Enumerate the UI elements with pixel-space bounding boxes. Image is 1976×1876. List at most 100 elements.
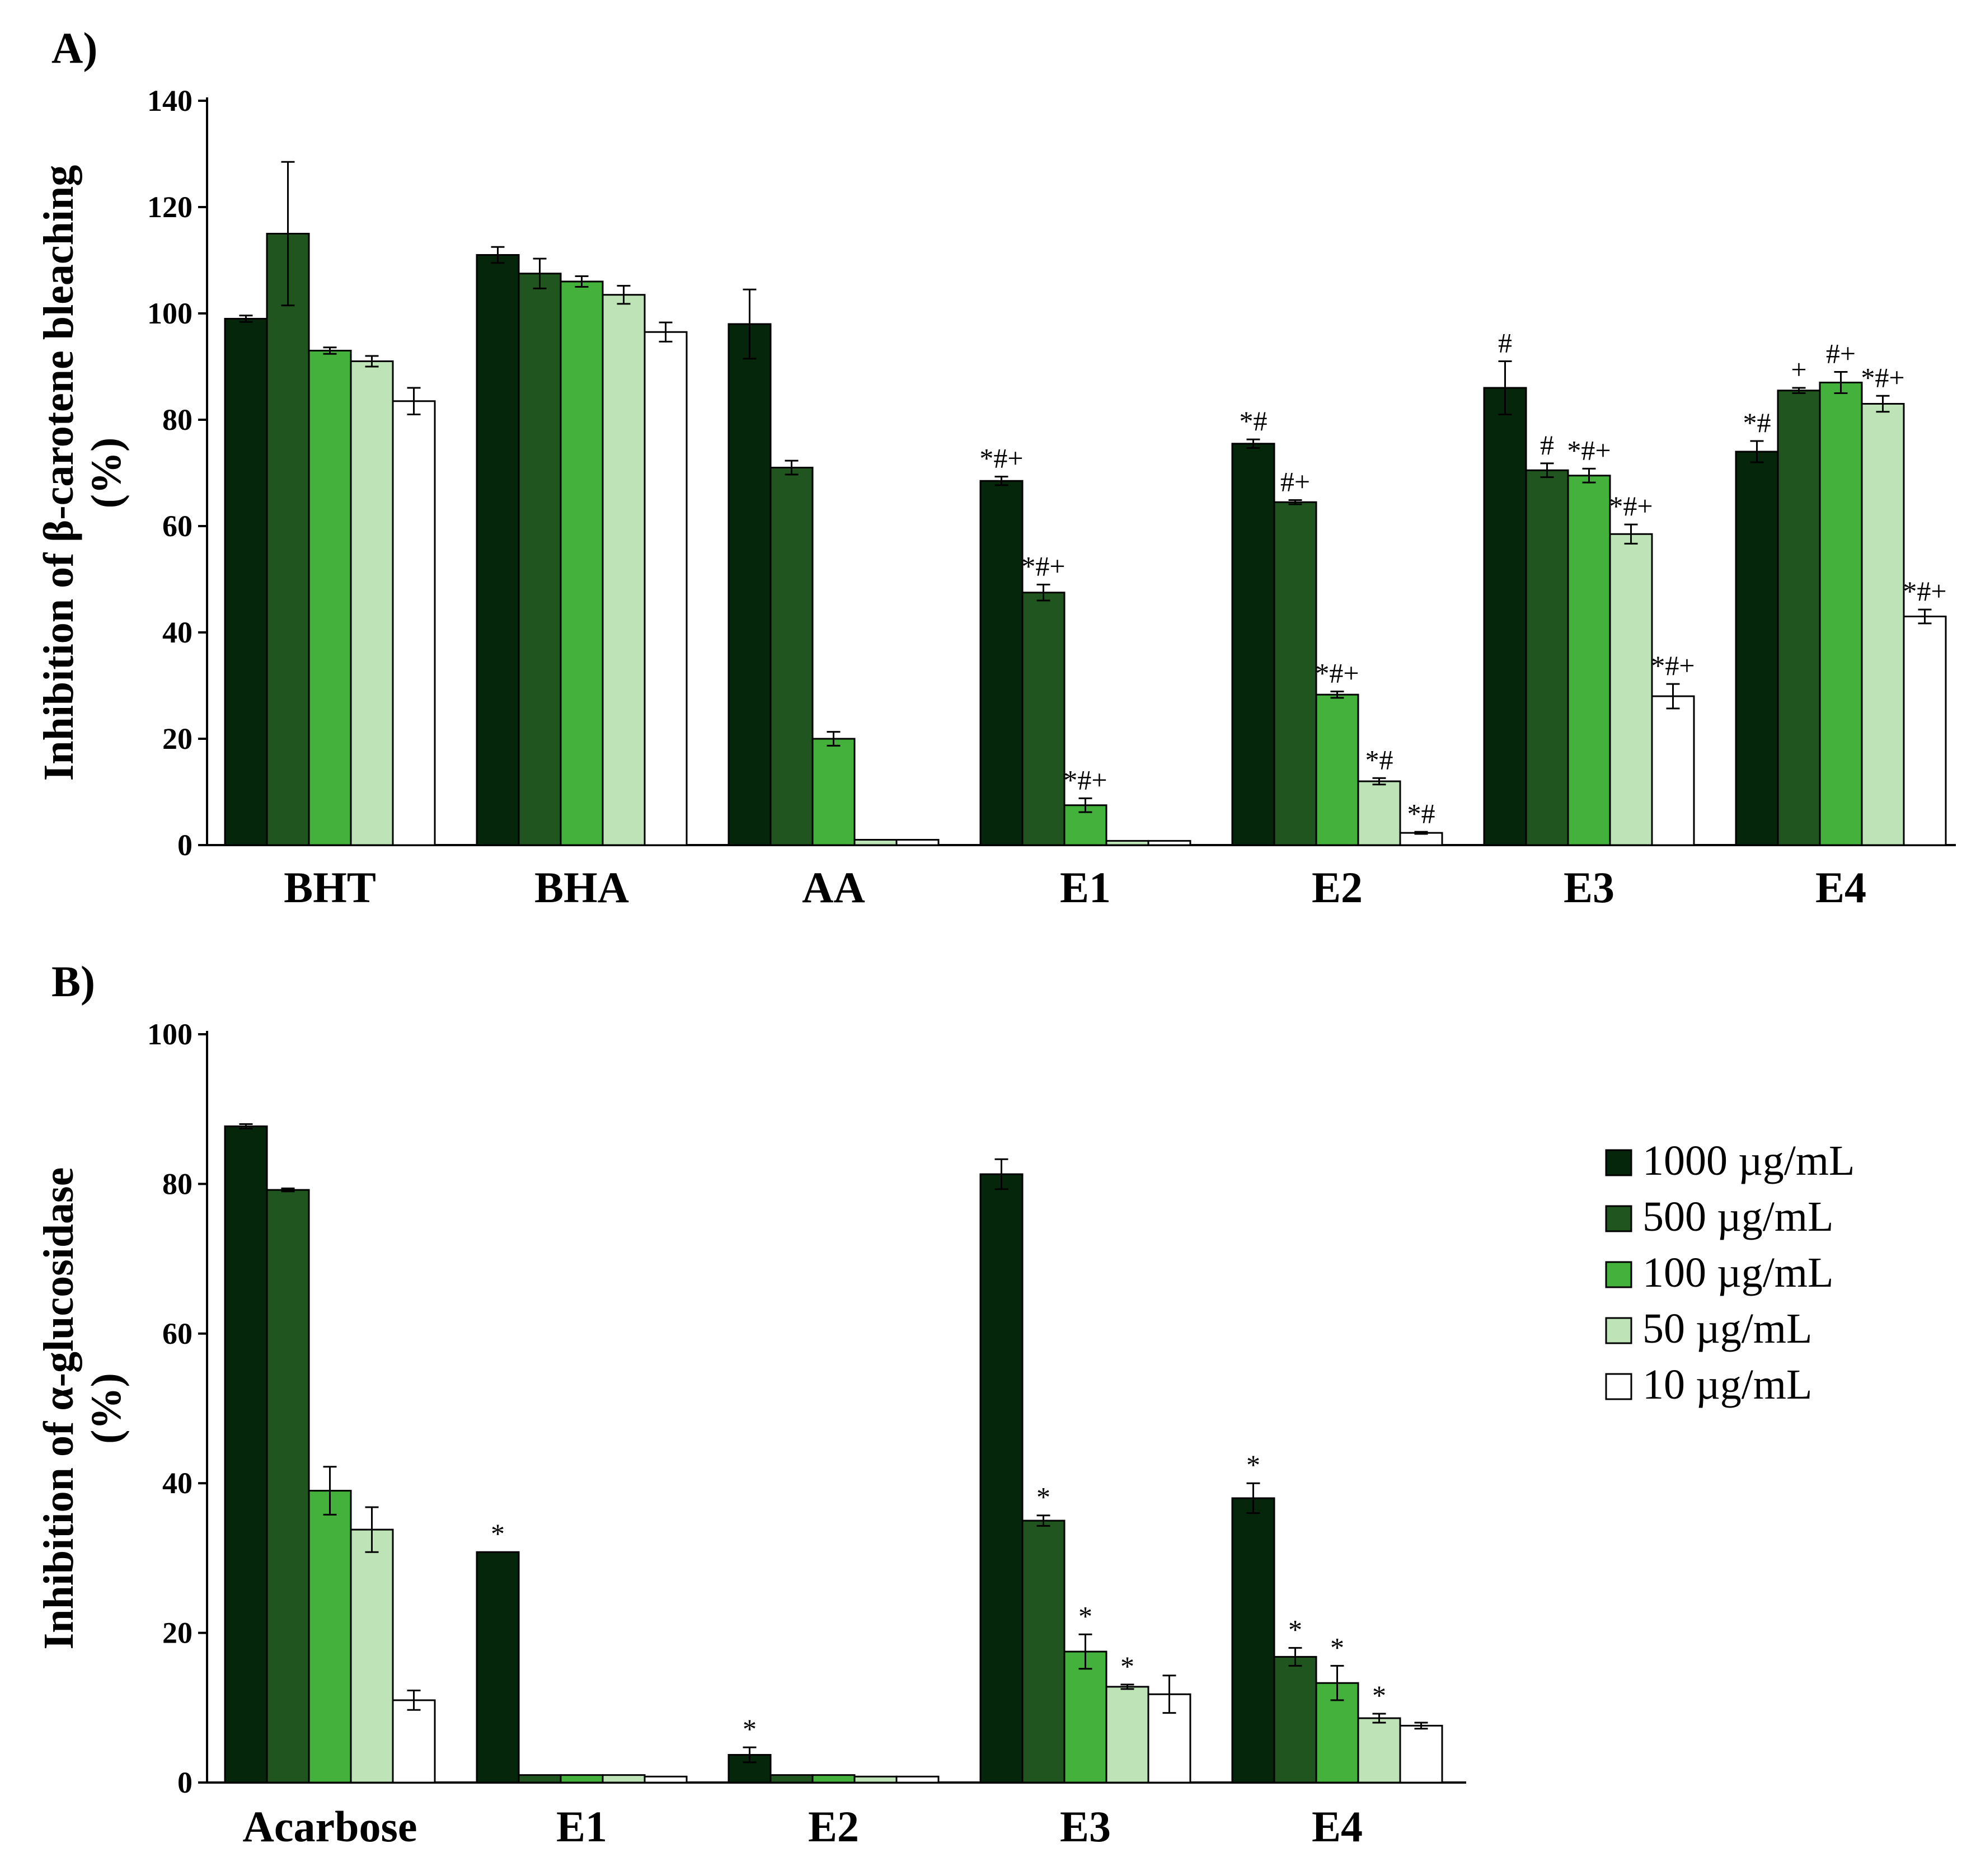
bar-e4-series-4 bbox=[1399, 1724, 1443, 1784]
category-label-e4: E4 bbox=[1312, 1802, 1363, 1851]
bar-acarbose-series-4 bbox=[392, 1699, 436, 1784]
significance-marker: *# bbox=[1407, 798, 1435, 829]
bar-e1-series-4 bbox=[1147, 839, 1191, 846]
bar-bha-series-3 bbox=[602, 294, 646, 846]
panel-a-label: A) bbox=[51, 24, 97, 72]
significance-marker: * bbox=[1246, 1449, 1260, 1480]
legend-swatch bbox=[1605, 1205, 1632, 1232]
category-label-bht: BHT bbox=[284, 863, 376, 912]
legend-swatch bbox=[1605, 1317, 1632, 1344]
legend: 1000 µg/mL 500 µg/mL 100 µg/mL 50 µg/mL 10 µ… bbox=[1605, 1137, 1855, 1408]
significance-marker: *#+ bbox=[1021, 551, 1065, 582]
bar-e1-series-3 bbox=[1105, 839, 1149, 846]
category-label-e3: E3 bbox=[1060, 1802, 1111, 1851]
significance-marker: * bbox=[1120, 1650, 1134, 1682]
bar-acarbose-series-1 bbox=[266, 1189, 310, 1784]
panel-b-label: B) bbox=[51, 957, 95, 1006]
significance-marker: # bbox=[1498, 327, 1512, 359]
category-label-e2: E2 bbox=[808, 1802, 859, 1851]
bar-e2-series-2 bbox=[1315, 693, 1359, 846]
bar-e2-series-2 bbox=[811, 1774, 856, 1784]
significance-marker: * bbox=[1372, 1680, 1386, 1711]
y-tick-label: 20 bbox=[162, 1616, 193, 1650]
significance-marker: *#+ bbox=[1063, 764, 1107, 795]
significance-marker: + bbox=[1791, 354, 1806, 385]
bar-e4-series-3 bbox=[1357, 1717, 1401, 1784]
y-tick-label: 100 bbox=[147, 297, 193, 330]
legend-label: 1000 µg/mL bbox=[1642, 1137, 1855, 1184]
bar-bha-series-0 bbox=[476, 254, 520, 846]
bar-aa-series-2 bbox=[811, 738, 856, 846]
y-tick-label: 40 bbox=[162, 1466, 193, 1500]
significance-marker: #+ bbox=[1826, 338, 1856, 369]
category-label-aa: AA bbox=[802, 863, 865, 912]
bar-e2-series-3 bbox=[853, 1775, 898, 1784]
category-label-acarbose: Acarbose bbox=[243, 1802, 417, 1851]
bar-e3-series-4 bbox=[1651, 695, 1695, 846]
bar-e3-series-0 bbox=[1483, 387, 1527, 846]
significance-marker: # bbox=[1540, 429, 1554, 461]
significance-marker: *#+ bbox=[1651, 650, 1695, 681]
significance-marker: *# bbox=[1743, 407, 1771, 438]
y-tick-label: 40 bbox=[162, 616, 193, 649]
y-tick-label: 80 bbox=[162, 1167, 193, 1200]
significance-marker: * bbox=[1078, 1600, 1092, 1631]
significance-marker: *#+ bbox=[1567, 434, 1611, 466]
chart-a-beta-carotene: 0 20 40 60 80 100 120 140 Inhibition of β-carote… bbox=[35, 84, 1956, 912]
y-tick-label: 20 bbox=[162, 722, 193, 756]
y-axis-title-unit: (%) bbox=[83, 438, 130, 509]
bar-e4-series-1 bbox=[1777, 390, 1821, 846]
bar-bht-series-4 bbox=[392, 400, 436, 846]
bar-e1-series-0 bbox=[979, 480, 1024, 846]
bar-e1-series-2 bbox=[560, 1774, 604, 1784]
bar-bht-series-2 bbox=[308, 350, 352, 846]
significance-marker: *# bbox=[1240, 405, 1268, 437]
y-axis-title: Inhibition of β-carotene bleaching bbox=[35, 165, 82, 781]
legend-label: 100 µg/mL bbox=[1642, 1249, 1833, 1296]
y-tick-label: 60 bbox=[162, 1317, 193, 1350]
significance-marker: * bbox=[491, 1518, 505, 1549]
bar-bht-series-0 bbox=[224, 318, 268, 846]
significance-marker: *#+ bbox=[1315, 657, 1359, 688]
bar-e4-series-2 bbox=[1819, 382, 1863, 846]
y-tick-label: 80 bbox=[162, 403, 193, 437]
y-tick-label: 120 bbox=[147, 190, 193, 224]
bar-e1-series-3 bbox=[602, 1774, 646, 1784]
bar-e1-series-1 bbox=[1021, 592, 1066, 846]
bar-bha-series-1 bbox=[518, 273, 562, 846]
bar-e4-series-4 bbox=[1903, 616, 1947, 846]
bar-e4-series-1 bbox=[1273, 1655, 1317, 1784]
bar-e1-series-1 bbox=[518, 1774, 562, 1784]
legend-swatch bbox=[1605, 1261, 1632, 1288]
y-tick-label: 60 bbox=[162, 509, 193, 543]
y-tick-label: 140 bbox=[147, 84, 193, 118]
bar-acarbose-series-0 bbox=[224, 1125, 268, 1784]
significance-marker: *#+ bbox=[1903, 575, 1946, 607]
bar-e2-series-1 bbox=[1273, 501, 1317, 846]
bar-e4-series-0 bbox=[1735, 451, 1779, 846]
bar-e3-series-0 bbox=[979, 1173, 1024, 1784]
category-label-bha: BHA bbox=[534, 863, 629, 912]
bar-e1-series-0 bbox=[476, 1551, 520, 1784]
bar-aa-series-4 bbox=[895, 839, 940, 846]
significance-marker: #+ bbox=[1280, 466, 1310, 497]
y-tick-label: 0 bbox=[177, 828, 193, 862]
bar-e3-series-3 bbox=[1105, 1686, 1149, 1784]
significance-marker: *#+ bbox=[1861, 362, 1904, 393]
bar-e1-series-4 bbox=[644, 1775, 688, 1784]
category-label-e2: E2 bbox=[1312, 863, 1363, 912]
chart-b-alpha-glucosidase: 0 20 40 60 80 100 Inhibition of α-glucosidase(… bbox=[35, 1017, 1466, 1851]
bar-e2-series-3 bbox=[1357, 780, 1401, 846]
bar-aa-series-0 bbox=[727, 323, 772, 846]
category-label-e3: E3 bbox=[1564, 863, 1614, 912]
y-axis-title: Inhibition of α-glucosidase bbox=[35, 1167, 82, 1650]
bar-e3-series-1 bbox=[1021, 1519, 1066, 1784]
bar-bht-series-1 bbox=[266, 233, 310, 846]
bar-e3-series-1 bbox=[1525, 469, 1569, 846]
significance-marker: *#+ bbox=[979, 443, 1023, 474]
bar-acarbose-series-3 bbox=[350, 1528, 394, 1784]
significance-marker: *# bbox=[1365, 744, 1393, 775]
legend-label: 10 µg/mL bbox=[1642, 1361, 1812, 1408]
bar-e2-series-1 bbox=[769, 1774, 814, 1784]
